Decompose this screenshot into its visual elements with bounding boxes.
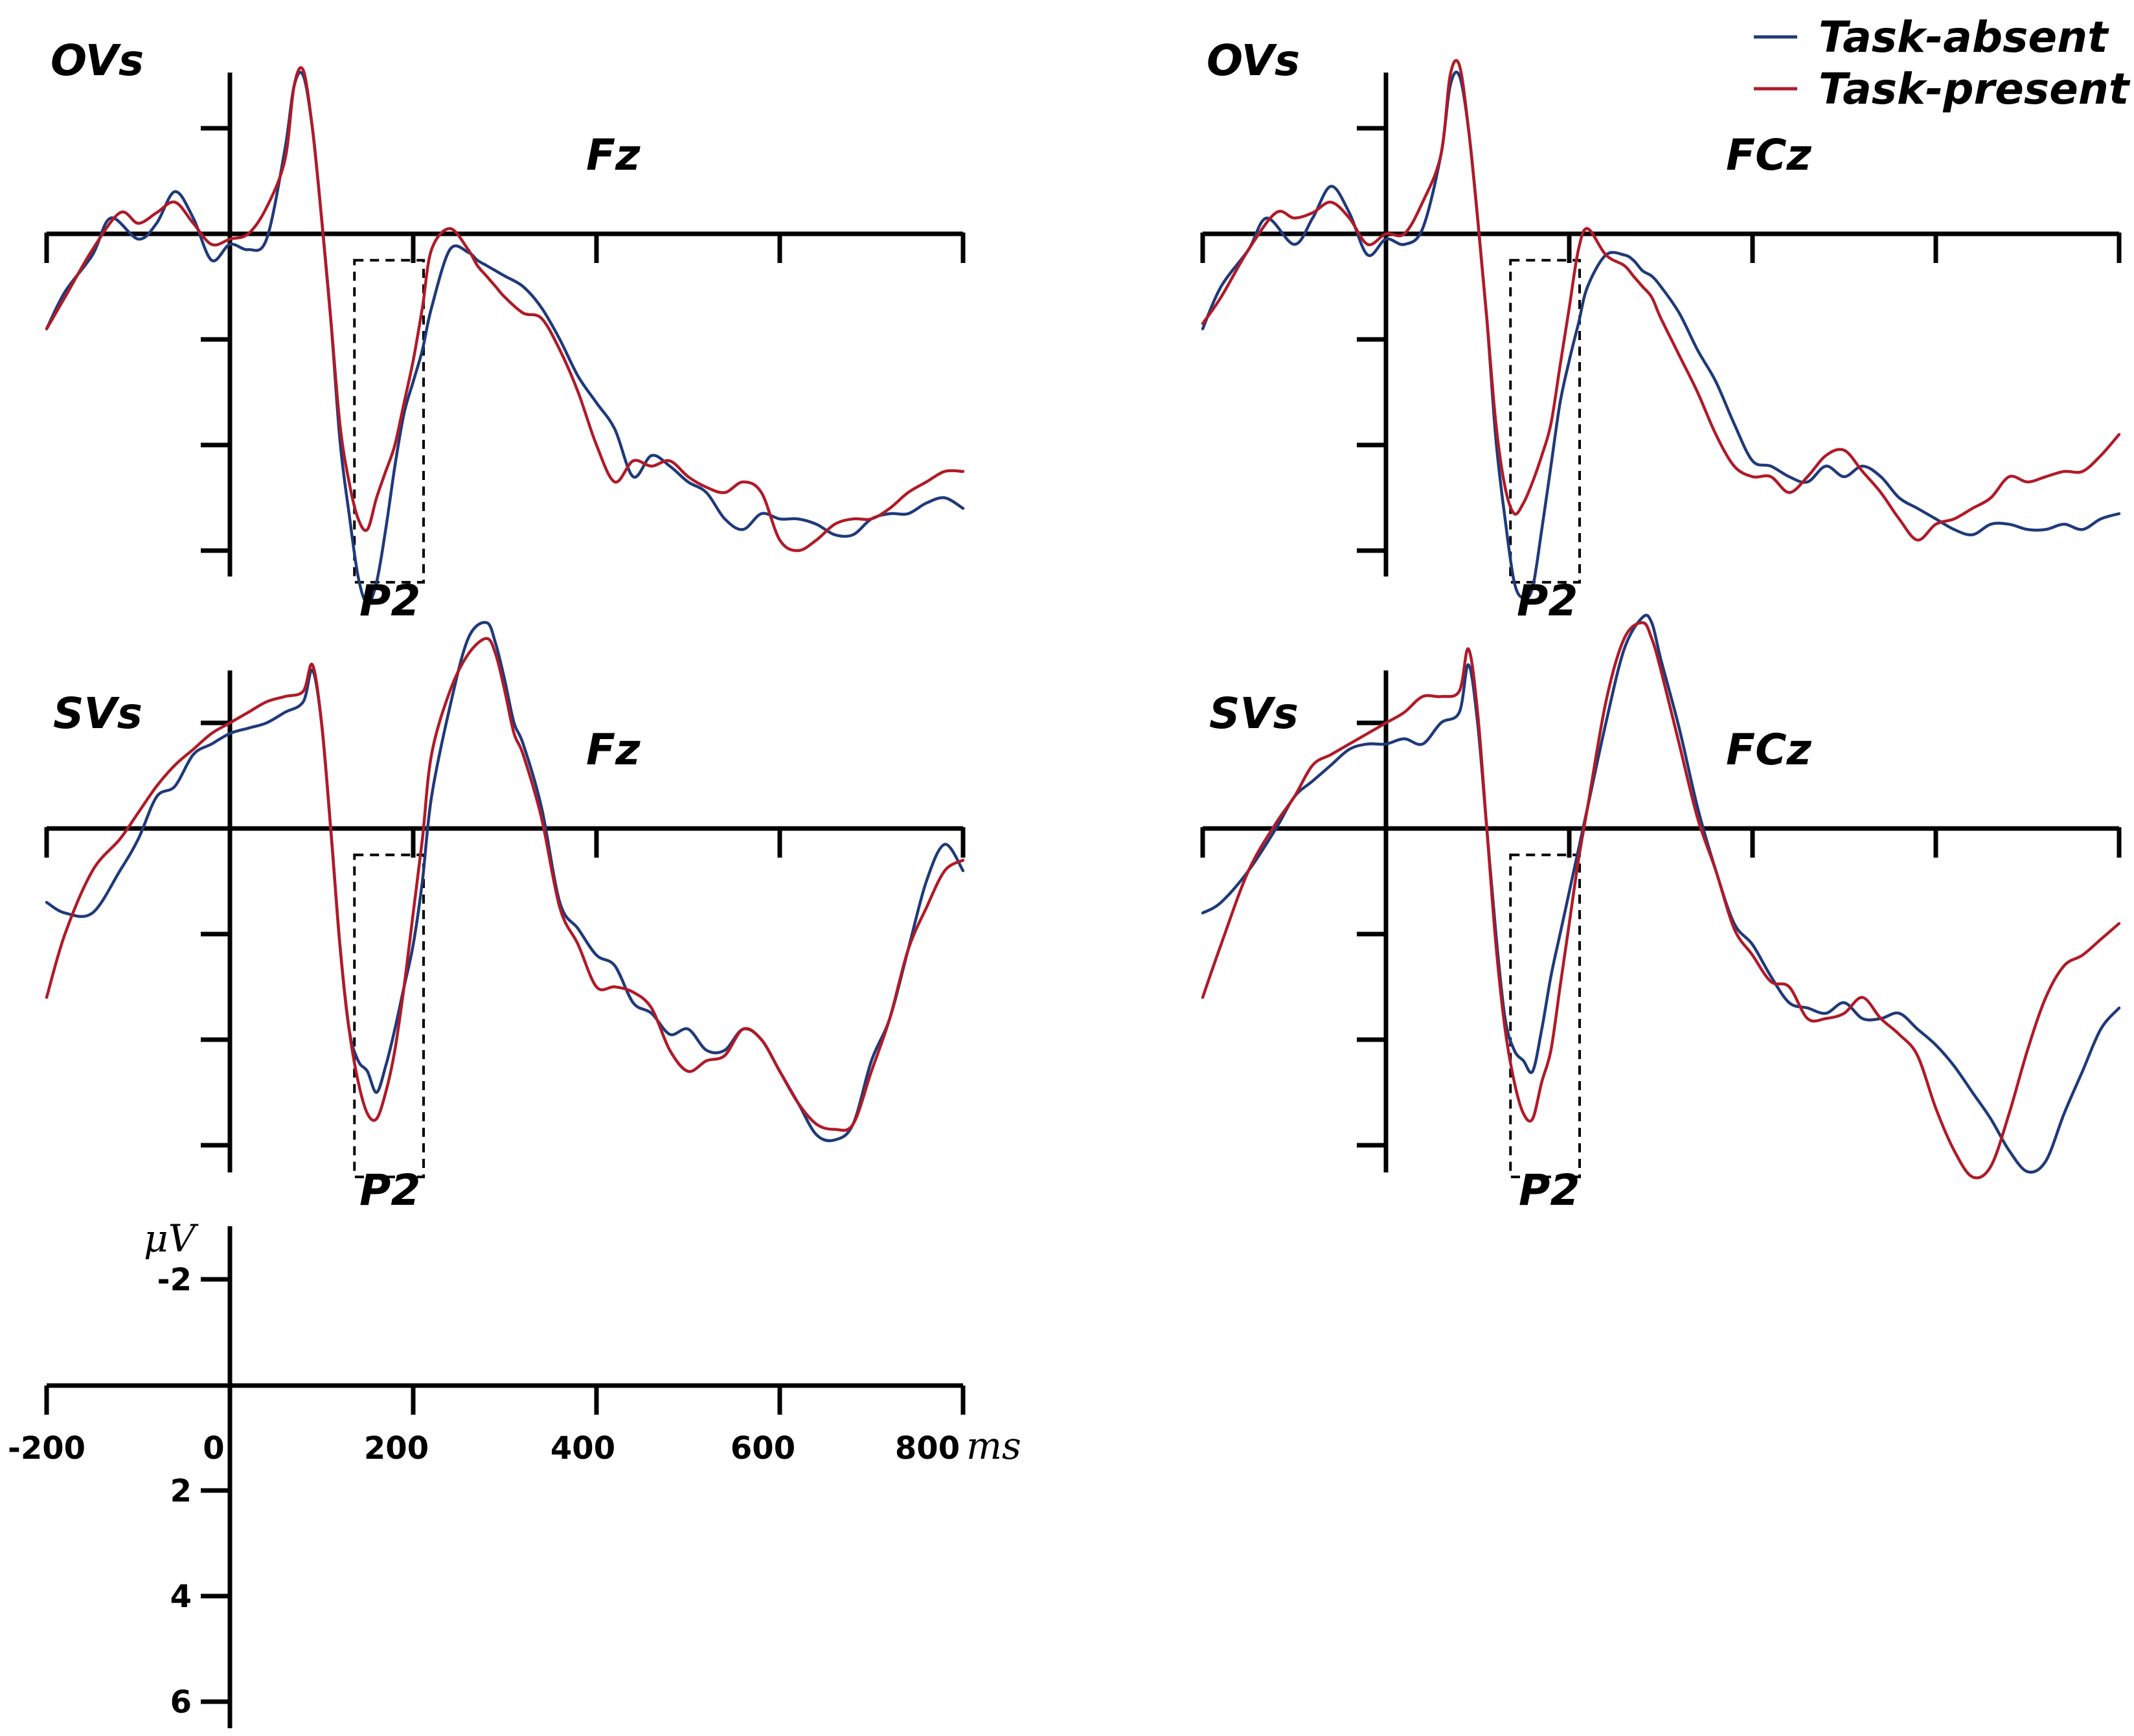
trace-task-absent <box>1201 71 2121 600</box>
panel-svs-fz-axes <box>44 670 966 1172</box>
panel-svs-fz-p2-label: P2 <box>359 1165 420 1215</box>
scale-y-unit-label: μV <box>144 1216 199 1261</box>
scale-y-tick-label: -2 <box>157 1262 192 1298</box>
scale-x-tick-label: 600 <box>731 1430 795 1467</box>
scale-x-tick-label: -200 <box>8 1430 85 1467</box>
panel-ovs-fcz-p2-label: P2 <box>1517 576 1578 626</box>
panel-ovs-fz-electrode-label: Fz <box>586 130 641 180</box>
p2-window-box <box>1509 853 1581 1178</box>
panel-ovs-fcz-p2-window <box>1509 258 1581 584</box>
p2-window-box <box>353 853 425 1178</box>
panel-ovs-fcz-electrode-label: FCz <box>1726 130 1812 180</box>
legend-label-task-absent: Task-absent <box>1819 12 2109 62</box>
trace-task-present <box>1201 59 2121 542</box>
trace-task-present <box>1201 621 2121 1180</box>
panel-svs-fcz-p2-window <box>1509 853 1581 1178</box>
scale-x-unit-label: ms <box>966 1424 1021 1468</box>
panel-ovs-fz-p2-label: P2 <box>359 576 420 626</box>
panel-ovs-fz-traces <box>45 66 965 605</box>
p2-window-box <box>353 258 425 584</box>
panel-svs-fcz-traces <box>1201 613 2121 1180</box>
panel-svs-fz: SVs Fz P2 <box>44 621 966 1215</box>
panel-svs-fz-electrode-label: Fz <box>586 725 641 775</box>
panel-ovs-fz-condition-label: OVs <box>51 36 144 86</box>
scale-x-tick-label: 400 <box>551 1430 615 1467</box>
panel-svs-fz-condition-label: SVs <box>53 689 142 738</box>
panel-ovs-fcz: OVs FCz P2 <box>1200 36 2122 626</box>
panel-ovs-fz: OVs Fz P2 <box>44 36 966 626</box>
trace-task-present <box>45 637 965 1132</box>
scale-y-tick-label: 6 <box>170 1684 192 1720</box>
trace-task-absent <box>45 71 965 605</box>
scale-axes: μV -2 2 4 6 -200 0 200 400 600 800 ms <box>8 1216 1021 1728</box>
panel-svs-fcz-electrode-label: FCz <box>1726 725 1812 775</box>
panel-svs-fcz-condition-label: SVs <box>1209 689 1299 738</box>
scale-y-ticks <box>201 1277 230 1704</box>
scale-x-ticks <box>44 1386 966 1415</box>
panel-svs-fcz: SVs FCz P2 <box>1200 613 2122 1215</box>
legend: Task-absent Task-present <box>1754 12 2131 114</box>
scale-y-tick-label: 2 <box>170 1473 192 1509</box>
panel-ovs-fz-p2-window <box>353 258 425 584</box>
scale-x-tick-label: 0 <box>203 1430 224 1467</box>
panel-svs-fcz-p2-label: P2 <box>1519 1165 1580 1215</box>
trace-task-absent <box>45 621 965 1143</box>
panel-svs-fz-p2-window <box>353 853 425 1178</box>
panel-svs-fz-traces <box>45 621 965 1143</box>
p2-window-box <box>1509 258 1581 584</box>
scale-x-tick-label: 800 <box>895 1430 960 1467</box>
legend-label-task-present: Task-present <box>1819 64 2131 114</box>
panel-ovs-fcz-axes <box>1200 73 2122 577</box>
trace-task-absent <box>1201 613 2121 1174</box>
panel-ovs-fcz-condition-label: OVs <box>1207 36 1300 86</box>
trace-task-present <box>45 66 965 553</box>
panel-ovs-fcz-traces <box>1201 59 2121 600</box>
scale-x-tick-label: 200 <box>364 1430 429 1467</box>
panel-svs-fcz-axes <box>1200 670 2122 1172</box>
panel-ovs-fz-axes <box>44 73 966 577</box>
scale-y-tick-label: 4 <box>170 1579 192 1615</box>
